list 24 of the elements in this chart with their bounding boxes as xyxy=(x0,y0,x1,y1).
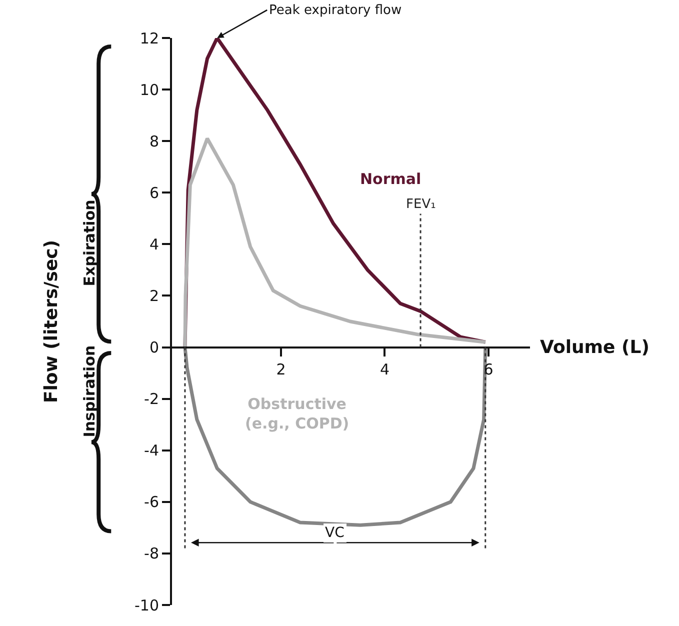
annotation: Peak expiratory flow xyxy=(269,3,402,18)
y-tick-label: 8 xyxy=(149,132,159,150)
annotation: VC xyxy=(325,525,345,541)
text: Expiration xyxy=(80,200,99,286)
x-tick-label: 2 xyxy=(276,360,286,378)
text: Inspiration xyxy=(80,345,99,438)
x-tick-label: 4 xyxy=(380,360,390,378)
text: Normal xyxy=(360,170,422,188)
y-tick-label: 0 xyxy=(149,338,159,357)
y-tick-label: 4 xyxy=(149,235,159,254)
y-tick-label: 2 xyxy=(149,286,159,305)
line-series xyxy=(183,136,488,350)
x-axis-title: Volume (L) xyxy=(540,337,650,358)
y-tick-label: -6 xyxy=(144,493,159,512)
y-tick-label: -4 xyxy=(144,442,159,460)
text: Obstructive (e.g., COPD) xyxy=(245,395,350,432)
y-axis-title: Flow (liters/sec) xyxy=(41,240,62,404)
y-tick-label: 6 xyxy=(149,184,159,202)
y-tick-label: 12 xyxy=(140,29,159,48)
y-tick-label: -8 xyxy=(144,544,159,563)
ref-line-label: FEV₁ xyxy=(406,197,436,212)
y-tick-label: -2 xyxy=(144,390,159,408)
y-tick-label: -10 xyxy=(134,596,159,614)
y-tick-label: 10 xyxy=(140,80,159,99)
